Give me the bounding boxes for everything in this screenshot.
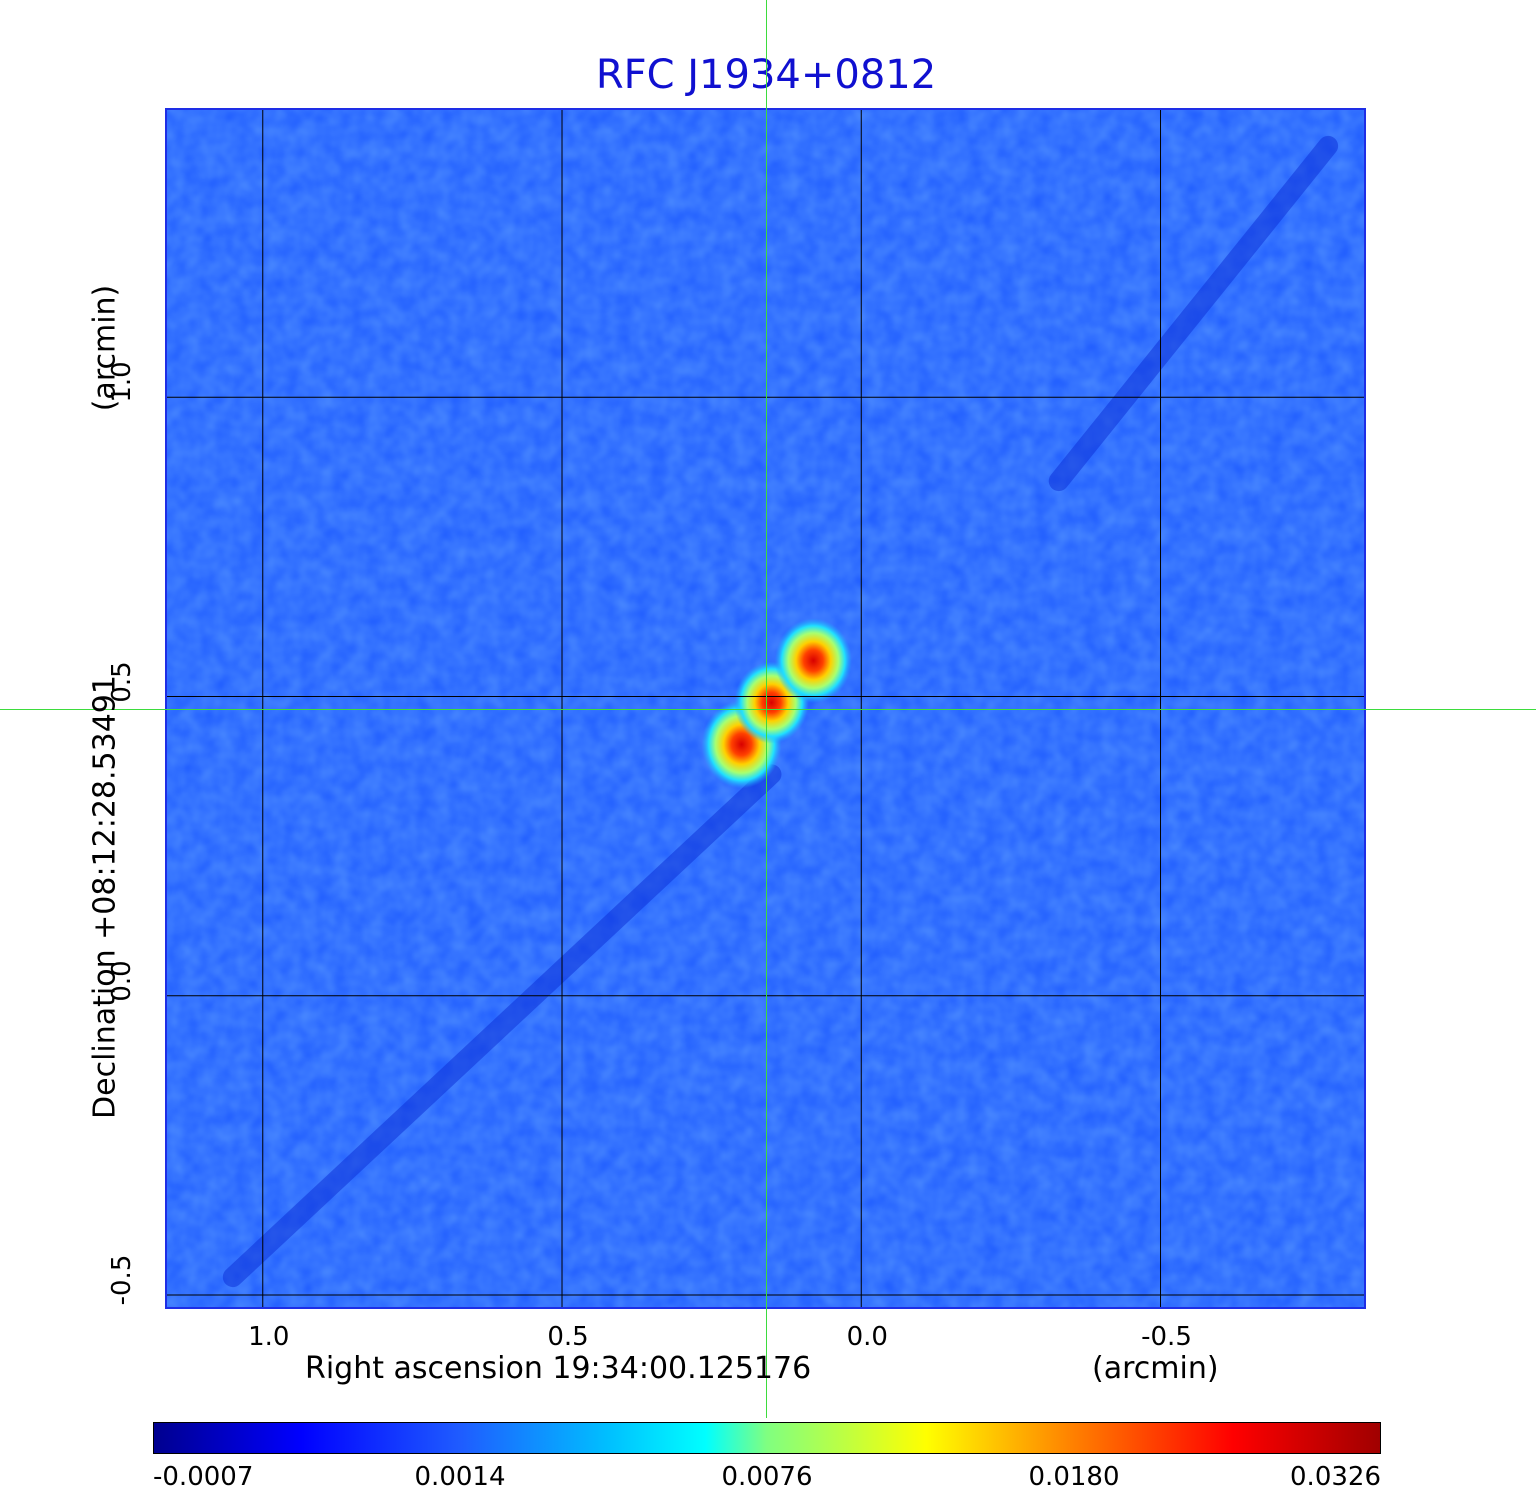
colorbar-tick-label: -0.0007 — [153, 1462, 254, 1492]
x-tick-label: 0.5 — [547, 1322, 589, 1352]
colorbar-tick-label: 0.0326 — [1290, 1462, 1381, 1492]
x-tick-label: 1.0 — [248, 1322, 290, 1352]
y-tick-label: -0.5 — [107, 1254, 137, 1306]
x-axis-unit: (arcmin) — [1092, 1351, 1219, 1386]
colorbar — [153, 1422, 1381, 1454]
y-axis-unit: (arcmin) — [87, 284, 123, 412]
y-axis-label: Declination +08:12:28.53491 — [87, 675, 123, 1119]
x-axis-label: Right ascension 19:34:00.125176 — [305, 1351, 812, 1386]
colorbar-tick-label: 0.0180 — [1028, 1462, 1120, 1492]
x-tick-label: -0.5 — [1141, 1322, 1192, 1352]
crosshair-horizontal — [0, 708, 1536, 710]
x-tick-label: 0.0 — [846, 1322, 888, 1352]
sidelobe-stripe-0 — [222, 764, 782, 1288]
source-component-2 — [774, 618, 852, 704]
sidelobe-stripe-1 — [1048, 135, 1339, 492]
colorbar-tick-label: 0.0076 — [721, 1462, 813, 1492]
colorbar-tick-label: 0.0014 — [414, 1462, 506, 1492]
